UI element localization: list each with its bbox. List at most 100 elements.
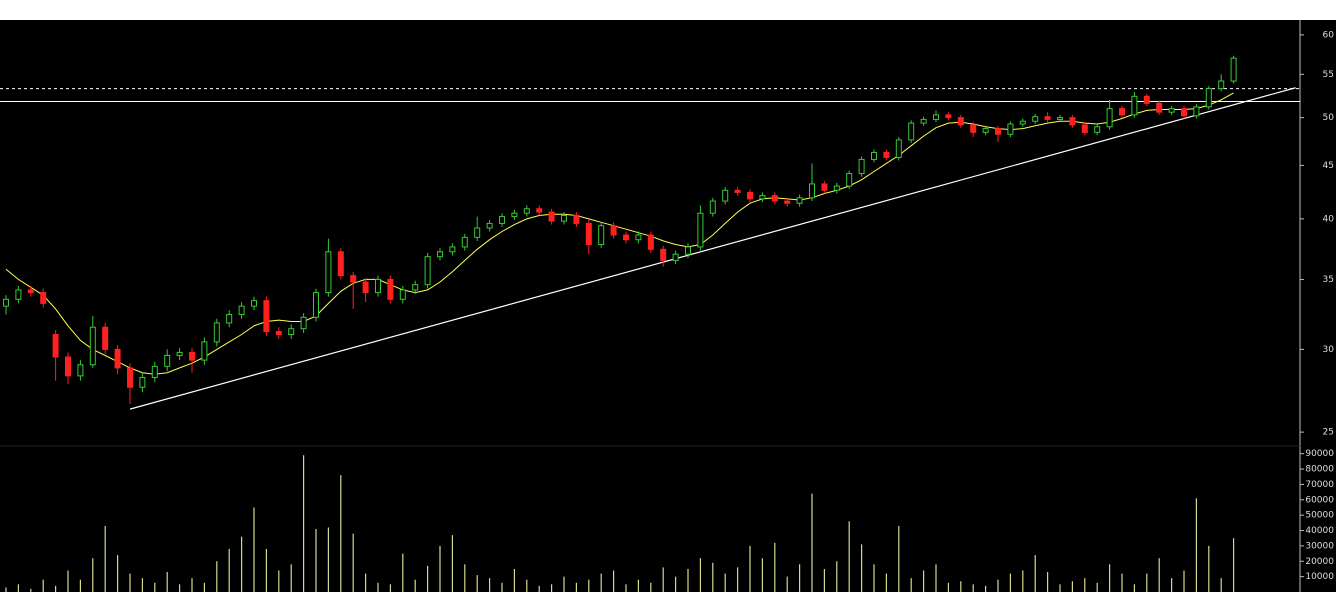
- candle-body: [784, 200, 791, 204]
- candle-body: [771, 195, 778, 202]
- candle-body: [40, 292, 47, 304]
- candle-body: [883, 151, 890, 158]
- candle-body: [511, 212, 518, 218]
- candle-body: [1106, 108, 1113, 128]
- candle-body: [151, 365, 158, 378]
- candle-body: [1131, 95, 1138, 116]
- candle-body: [747, 191, 753, 200]
- candle-body: [300, 316, 307, 330]
- candle-body: [1119, 108, 1125, 116]
- candle-body: [709, 200, 716, 214]
- candle-body: [499, 216, 505, 224]
- candle-body: [908, 122, 915, 141]
- candle-body: [399, 289, 406, 300]
- candle-body: [424, 256, 431, 286]
- candle-body: [858, 158, 865, 175]
- candle-body: [77, 364, 84, 377]
- candle-body: [176, 351, 183, 356]
- volume-tick-label: 80000: [1305, 465, 1334, 475]
- candle-body: [970, 124, 977, 133]
- candle-body: [982, 128, 989, 133]
- candle-body: [697, 212, 704, 248]
- candle-body: [585, 222, 592, 246]
- candle-body: [920, 118, 927, 124]
- volume-tick-label: 30000: [1305, 541, 1334, 551]
- candle-body: [15, 289, 22, 300]
- volume-tick-label: 90000: [1305, 449, 1334, 459]
- candle-body: [1007, 123, 1014, 135]
- candle-body: [27, 289, 34, 294]
- candle-body: [127, 367, 133, 388]
- candle-body: [3, 298, 9, 307]
- candle-body: [1193, 106, 1200, 117]
- candle-body: [89, 326, 96, 366]
- candle-body: [821, 183, 828, 191]
- candle-body: [313, 292, 319, 318]
- candle-body: [833, 185, 840, 191]
- candle-body: [610, 225, 617, 236]
- y-tick-label: 50: [1323, 113, 1335, 123]
- candle-body: [1230, 57, 1237, 82]
- candle-body: [1069, 117, 1076, 126]
- candle-body: [1218, 80, 1225, 90]
- trendline: [129, 87, 1296, 410]
- candle-body: [437, 251, 443, 258]
- candle-body: [213, 322, 220, 343]
- candle-body: [685, 246, 691, 255]
- candle-body: [139, 376, 146, 388]
- candle-body: [1019, 120, 1026, 125]
- candle-body: [635, 234, 642, 241]
- candle-body: [1032, 116, 1039, 122]
- volume-tick-label: 20000: [1305, 557, 1334, 567]
- candle-body: [375, 278, 381, 294]
- candle-body: [945, 114, 952, 119]
- candle-body: [461, 236, 468, 248]
- y-tick-label: 45: [1323, 161, 1334, 171]
- candle-body: [933, 114, 939, 120]
- candle-body: [102, 326, 109, 350]
- candle-body: [263, 300, 270, 333]
- candle-body: [1168, 108, 1175, 113]
- candle-body: [647, 234, 654, 250]
- volume-tick-label: 70000: [1305, 480, 1334, 490]
- y-tick-label: 35: [1323, 275, 1334, 285]
- candle-body: [573, 214, 580, 224]
- candle-body: [226, 313, 233, 324]
- candle-body: [251, 300, 257, 307]
- candle-body: [536, 208, 543, 213]
- candle-body: [548, 211, 555, 222]
- candle-body: [1044, 116, 1051, 120]
- candle-body: [238, 305, 245, 315]
- volume-tick-label: 50000: [1305, 511, 1334, 521]
- y-tick-label: 25: [1323, 428, 1334, 438]
- candle-body: [895, 139, 902, 158]
- y-tick-label: 55: [1323, 70, 1334, 80]
- candle-body: [1094, 126, 1101, 133]
- volume-tick-label: 40000: [1305, 526, 1334, 536]
- candle-body: [449, 246, 456, 253]
- candle-body: [350, 275, 357, 283]
- candle-body: [337, 251, 344, 277]
- candle-body: [846, 173, 853, 187]
- candle-body: [1156, 102, 1163, 113]
- candle-body: [796, 197, 803, 204]
- candle-body: [164, 354, 171, 367]
- candle-body: [598, 225, 605, 246]
- candle-body: [1143, 95, 1150, 104]
- candle-body: [1205, 88, 1212, 108]
- y-tick-label: 30: [1323, 345, 1335, 355]
- chart-background: [0, 20, 1336, 592]
- volume-tick-label: 60000: [1305, 495, 1334, 505]
- candle-body: [523, 208, 530, 214]
- candle-body: [809, 183, 815, 199]
- candle-body: [1081, 124, 1088, 133]
- candle-body: [561, 214, 567, 222]
- candle-body: [1181, 108, 1187, 117]
- candle-body: [623, 234, 629, 241]
- candle-body: [189, 351, 195, 361]
- candle-body: [65, 356, 71, 377]
- candle-body: [387, 278, 394, 300]
- candle-body: [871, 151, 877, 160]
